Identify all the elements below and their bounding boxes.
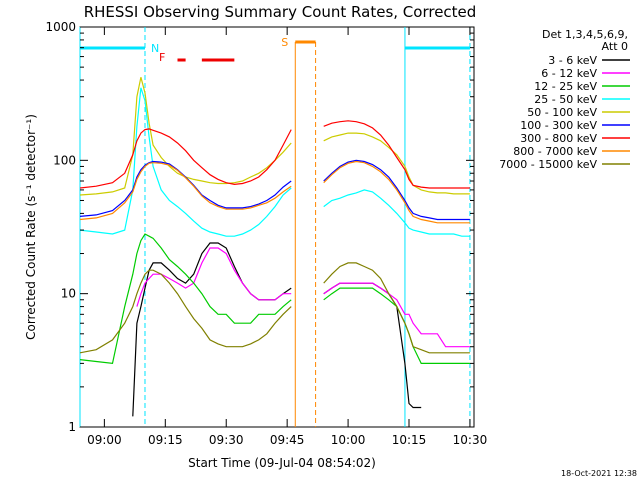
series-line — [132, 242, 292, 417]
legend-label: 50 - 100 keV — [527, 106, 597, 119]
x-axis-label: Start Time (09-Jul-04 08:54:02) — [188, 456, 376, 470]
x-tick-label: 10:15 — [392, 433, 427, 447]
y-tick-label: 1 — [68, 420, 76, 434]
series-lines — [79, 77, 470, 417]
legend-label: 800 - 7000 keV — [513, 145, 597, 158]
x-tick-label: 09:45 — [270, 433, 305, 447]
saa-marker: S — [281, 36, 288, 49]
series-line — [79, 269, 292, 354]
series-line — [79, 128, 292, 189]
timestamp: 18-Oct-2021 12:38 — [561, 469, 637, 478]
series-line — [79, 162, 292, 221]
y-tick-label: 1000 — [45, 20, 76, 34]
series-line — [323, 282, 422, 409]
series-line — [79, 160, 292, 217]
series-line — [136, 247, 292, 307]
legend-label: 100 - 300 keV — [520, 119, 597, 132]
y-axis-label: Corrected Count Rate (s⁻¹ detector⁻¹) — [24, 114, 38, 340]
flare-marker: F — [159, 51, 165, 64]
legend-label: 300 - 800 keV — [520, 132, 597, 145]
x-axis-ticks: 09:00 09:15 09:30 09:45 10:00 10:15 10:30 — [87, 27, 487, 447]
series-line — [323, 189, 470, 237]
chart-title: RHESSI Observing Summary Count Rates, Co… — [84, 3, 477, 21]
y-tick-label: 100 — [53, 153, 76, 167]
series-line — [79, 233, 292, 365]
y-axis-ticks: 1 10 100 1000 — [45, 20, 474, 434]
legend-label: 25 - 50 keV — [534, 93, 597, 106]
x-tick-label: 10:00 — [331, 433, 366, 447]
series-line — [323, 262, 470, 354]
legend-label: 7000 - 15000 keV — [499, 158, 597, 171]
series-line — [323, 120, 470, 189]
legend-label: 6 - 12 keV — [541, 67, 597, 80]
legend-header: Det 1,3,4,5,6,9, — [542, 28, 628, 41]
x-tick-label: 10:30 — [453, 433, 488, 447]
legend-label: 12 - 25 keV — [534, 80, 597, 93]
series-line — [323, 132, 470, 195]
series-line — [323, 159, 470, 221]
night-marker: N — [151, 42, 159, 55]
x-tick-label: 09:30 — [209, 433, 244, 447]
series-line — [323, 282, 470, 348]
x-tick-label: 09:00 — [87, 433, 122, 447]
series-line — [79, 87, 292, 237]
legend-label: 3 - 6 keV — [548, 54, 597, 67]
x-tick-label: 09:15 — [148, 433, 183, 447]
series-line — [323, 160, 470, 224]
legend-header: Att 0 — [602, 40, 628, 53]
y-tick-label: 10 — [61, 287, 76, 301]
